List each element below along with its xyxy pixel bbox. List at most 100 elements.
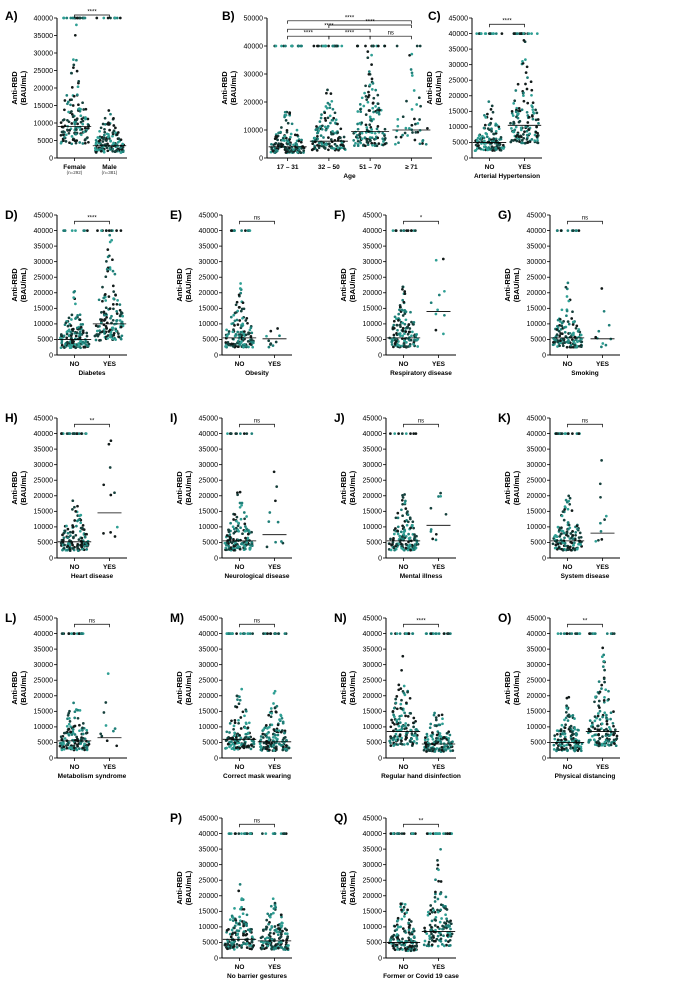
data-point xyxy=(445,943,448,947)
significance-bracket-Q-0: ** xyxy=(403,819,439,828)
y-tick-label-O: 25000 xyxy=(527,678,547,685)
data-point xyxy=(228,932,232,936)
data-point xyxy=(565,314,568,318)
y-axis-subtitle-G: (BAU/mL) xyxy=(512,267,521,302)
panel-letter-A: A) xyxy=(5,9,18,23)
data-point xyxy=(393,742,397,746)
data-point xyxy=(77,79,81,83)
data-point xyxy=(449,934,452,937)
data-point xyxy=(397,312,401,316)
data-point xyxy=(280,142,283,146)
y-tick-label-L: 40000 xyxy=(34,631,54,638)
data-point xyxy=(249,335,253,338)
data-point xyxy=(268,511,272,514)
data-point xyxy=(66,340,69,344)
data-point xyxy=(84,107,88,111)
y-tick-label-P: 10000 xyxy=(199,924,219,931)
data-point xyxy=(300,138,303,142)
data-point xyxy=(78,747,81,750)
data-point xyxy=(556,324,559,328)
data-point xyxy=(363,91,366,95)
data-point xyxy=(411,131,414,134)
data-point xyxy=(115,525,119,529)
data-point xyxy=(553,546,557,550)
data-point xyxy=(415,736,419,740)
data-point xyxy=(557,546,561,549)
data-point xyxy=(63,737,67,740)
data-point xyxy=(76,85,80,89)
data-point xyxy=(560,732,564,735)
data-point xyxy=(98,129,101,133)
data-point xyxy=(514,89,518,92)
data-point xyxy=(233,229,236,232)
data-point xyxy=(401,133,404,137)
data-point xyxy=(580,337,583,341)
data-point xyxy=(404,546,408,550)
data-point xyxy=(401,937,404,941)
data-point xyxy=(250,935,254,939)
data-point xyxy=(415,734,419,737)
data-point xyxy=(578,531,582,535)
group-n-label-A-0: (n=292) xyxy=(67,170,83,175)
data-point xyxy=(240,340,243,343)
data-point xyxy=(603,740,607,744)
data-point xyxy=(597,680,601,683)
data-point xyxy=(600,722,604,726)
y-tick-label-O: 10000 xyxy=(527,724,547,731)
data-point xyxy=(66,531,70,535)
data-point xyxy=(102,711,106,714)
data-point xyxy=(382,140,385,143)
data-point xyxy=(70,733,74,736)
data-point xyxy=(399,742,402,746)
data-point xyxy=(242,924,245,928)
data-point xyxy=(60,748,64,752)
data-point xyxy=(275,741,278,745)
group-label-D-0: NO xyxy=(70,361,80,368)
data-point xyxy=(396,118,400,121)
data-point xyxy=(378,108,381,112)
data-point xyxy=(401,329,405,332)
data-point xyxy=(430,919,434,923)
data-point xyxy=(404,939,407,943)
significance-bracket-H-0: ** xyxy=(74,419,110,428)
data-point xyxy=(112,117,115,120)
data-point xyxy=(85,548,89,551)
data-point xyxy=(81,329,85,333)
data-point xyxy=(105,316,108,319)
data-point xyxy=(102,296,106,300)
y-tick-label-P: 15000 xyxy=(199,909,219,916)
data-point xyxy=(231,919,235,922)
data-point xyxy=(62,745,66,749)
significance-bracket-M-0: ns xyxy=(239,619,275,628)
data-point xyxy=(275,930,279,934)
data-point xyxy=(259,748,263,752)
data-point xyxy=(483,139,486,143)
data-point xyxy=(267,520,271,523)
data-point xyxy=(598,709,602,713)
data-point xyxy=(451,749,455,752)
data-point xyxy=(604,514,608,518)
x-axis-title-I: Neurological disease xyxy=(224,573,289,580)
y-tick-label-D: 25000 xyxy=(34,275,54,282)
data-point xyxy=(119,325,123,329)
data-point xyxy=(389,632,393,635)
data-point xyxy=(439,847,442,851)
data-point xyxy=(565,345,569,349)
data-point xyxy=(262,745,266,749)
data-point xyxy=(395,317,398,321)
data-point xyxy=(120,320,124,324)
y-tick-label-I: 45000 xyxy=(199,415,219,422)
data-point xyxy=(602,700,606,704)
data-point xyxy=(401,326,405,330)
data-point xyxy=(409,229,413,232)
data-point xyxy=(522,91,525,95)
data-point xyxy=(316,131,319,135)
data-point xyxy=(225,730,229,734)
data-point xyxy=(242,744,245,747)
y-tick-label-D: 35000 xyxy=(34,243,54,250)
data-point xyxy=(400,432,404,435)
data-point xyxy=(403,290,407,293)
data-point xyxy=(113,727,117,730)
data-point xyxy=(554,432,558,435)
data-point xyxy=(73,710,77,714)
